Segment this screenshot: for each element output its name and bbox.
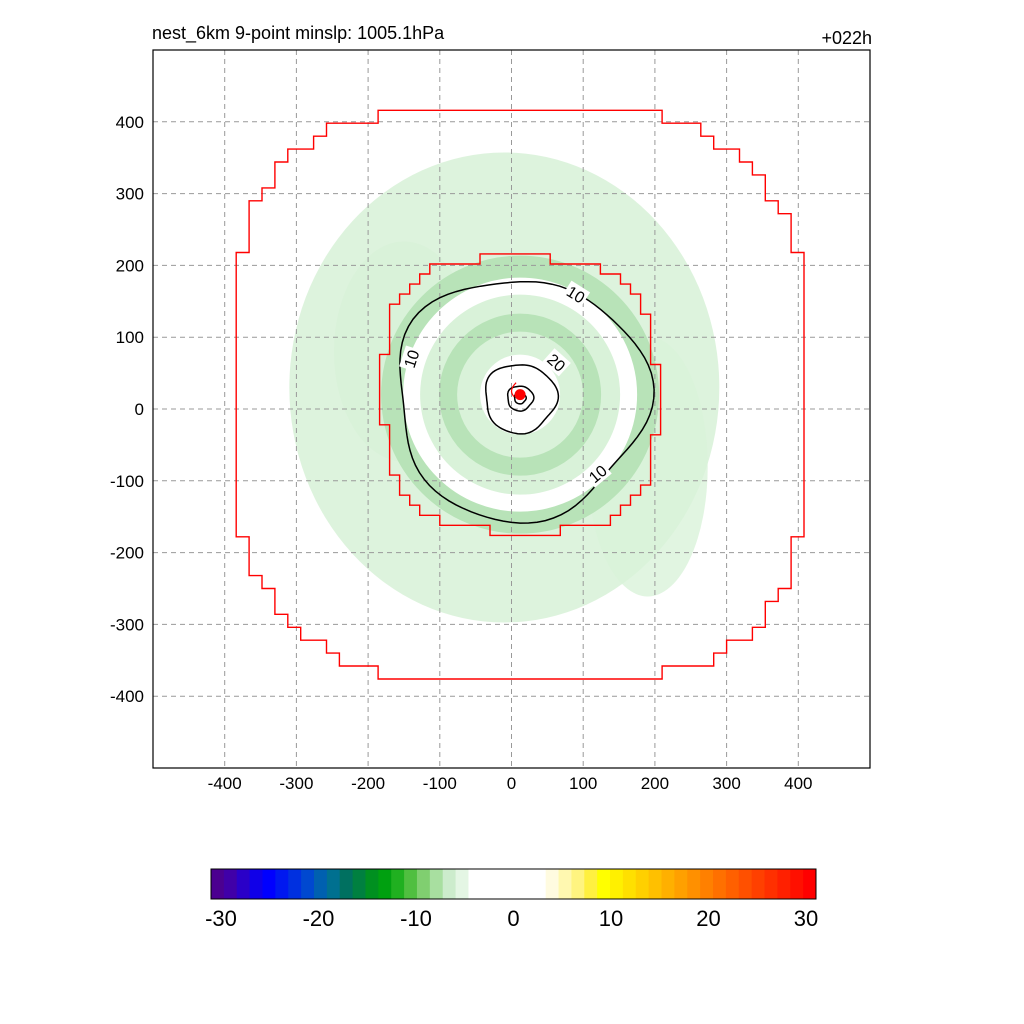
storm-center-marker	[510, 382, 526, 401]
colorbar-swatch	[481, 869, 495, 899]
colorbar-swatch	[249, 869, 263, 899]
colorbar-swatch	[635, 869, 650, 899]
colorbar-tick-label: -10	[400, 906, 432, 931]
y-tick-label: 100	[116, 328, 144, 347]
colorbar-swatch	[725, 869, 740, 899]
contour-label-bg	[583, 459, 612, 488]
y-axis-ticks: -400 -300 -200 -100 0 100 200 300 400	[110, 113, 144, 706]
colorbar-swatch	[313, 869, 328, 899]
colorbar-swatch	[442, 869, 457, 899]
contour-label: 10	[563, 283, 587, 307]
colorbar-swatch	[365, 869, 379, 899]
colorbar-swatch	[301, 869, 315, 899]
colorbar-tick-label: 10	[599, 906, 623, 931]
y-tick-label: 0	[135, 400, 144, 419]
colorbar-swatch	[339, 869, 354, 899]
colorbar-swatch	[597, 869, 611, 899]
colorbar-swatch	[700, 869, 714, 899]
colorbar-tick-label: 20	[696, 906, 720, 931]
x-tick-label: 100	[569, 774, 597, 793]
domain-boundary-outer	[235, 109, 805, 680]
x-tick-label: -300	[279, 774, 313, 793]
colorbar-swatch	[326, 869, 341, 899]
colorbar-swatch	[790, 869, 804, 899]
colorbar-swatch	[519, 869, 534, 899]
x-tick-label: -200	[351, 774, 385, 793]
colorbar-swatch	[764, 869, 778, 899]
colorbar-tick-label: -30	[205, 906, 237, 931]
x-axis-ticks: -400 -300 -200 -100 0 100 200 300 400	[208, 774, 813, 793]
colorbar-swatch	[687, 869, 701, 899]
contour-label-bg	[399, 345, 424, 372]
y-tick-label: 300	[116, 185, 144, 204]
colorbar-swatch	[275, 869, 289, 899]
colorbar-swatch	[352, 869, 366, 899]
y-tick-label: 400	[116, 113, 144, 132]
colorbar-swatch	[674, 869, 688, 899]
colorbar-swatch	[713, 869, 727, 899]
colorbar-swatch	[622, 869, 637, 899]
x-tick-label: 400	[784, 774, 812, 793]
colorbar-swatch	[223, 869, 238, 899]
colorbar-swatch	[468, 869, 482, 899]
colorbar-swatch	[507, 869, 521, 899]
domain-boundaries	[235, 109, 805, 680]
colorbar-swatch	[391, 869, 405, 899]
y-tick-label: -200	[110, 544, 144, 563]
chart-title: nest_6km 9-point minslp: 1005.1hPa	[152, 23, 445, 44]
x-tick-label: 200	[641, 774, 669, 793]
colorbar-swatch	[571, 869, 585, 899]
colorbar-swatch	[545, 869, 560, 899]
shade-eyewall	[439, 313, 602, 476]
colorbar-swatch	[236, 869, 251, 899]
colorbar-swatch	[455, 869, 469, 899]
colorbar-swatch	[738, 869, 753, 899]
colorbar-tick-label: -20	[303, 906, 335, 931]
x-tick-label: -400	[208, 774, 242, 793]
contour-label-bg	[561, 280, 591, 308]
colorbar-tick-label: 30	[794, 906, 818, 931]
colorbar-swatch	[777, 869, 791, 899]
domain-boundary-inner	[378, 253, 662, 537]
colorbar-swatch	[378, 869, 392, 899]
colorbar-tick-label: 0	[507, 906, 519, 931]
colorbar-swatch	[429, 869, 444, 899]
colorbar-swatch	[584, 869, 598, 899]
colorbar-tick-labels: -30 -20 -10 0 10 20 30	[205, 906, 818, 931]
x-tick-label: 300	[712, 774, 740, 793]
colorbar-swatch	[211, 869, 225, 899]
storm-center-dot	[514, 389, 526, 401]
contour-label: 10	[402, 348, 424, 370]
grid	[153, 50, 870, 768]
forecast-hour-label: +022h	[821, 28, 872, 48]
colorbar-swatch	[532, 869, 547, 899]
y-tick-label: 200	[116, 256, 144, 275]
colorbar-swatch	[661, 869, 675, 899]
y-tick-label: -300	[110, 615, 144, 634]
colorbar	[210, 868, 817, 900]
colorbar-swatch	[416, 869, 431, 899]
colorbar-swatch	[610, 869, 624, 899]
colorbar-swatch	[648, 869, 663, 899]
contour-line-30	[506, 385, 535, 412]
colorbar-swatch	[751, 869, 766, 899]
x-tick-label: 0	[507, 774, 516, 793]
y-tick-label: -100	[110, 472, 144, 491]
y-tick-label: -400	[110, 687, 144, 706]
colorbar-frame	[210, 868, 817, 900]
storm-symbol	[510, 382, 517, 398]
plot-frame	[152, 49, 871, 769]
colorbar-swatch	[288, 869, 302, 899]
colorbar-swatch	[558, 869, 572, 899]
colorbar-swatch	[494, 869, 508, 899]
colorbar-swatch	[404, 869, 418, 899]
colorbar-swatch	[803, 869, 817, 899]
x-tick-label: -100	[423, 774, 457, 793]
contour-line-20	[485, 364, 560, 435]
colorbar-swatch	[262, 869, 276, 899]
contour-label-bg	[542, 348, 571, 377]
